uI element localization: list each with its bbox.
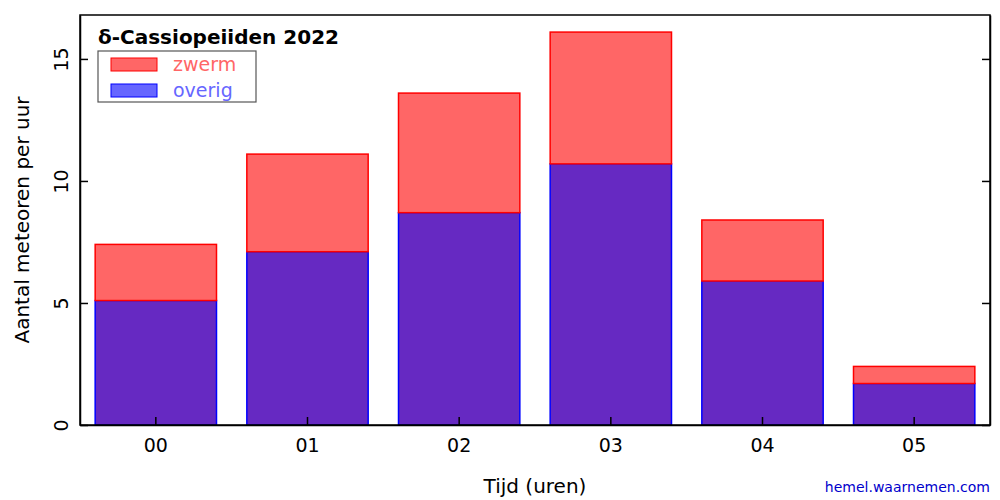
tick-label: 05 — [902, 434, 926, 456]
series-bars — [95, 164, 975, 425]
plot: 000102030405051015 — [50, 15, 991, 456]
tick: 02 — [447, 417, 471, 456]
tick-label: 04 — [750, 434, 774, 456]
axis-line — [80, 16, 82, 426]
legend-label: overig — [173, 79, 233, 101]
tick — [982, 303, 990, 304]
tick-label: 10 — [50, 169, 72, 193]
legend-swatch — [111, 58, 157, 71]
bar-segment — [247, 154, 368, 252]
tick-mark — [458, 417, 460, 425]
axis-line — [990, 16, 992, 426]
tick-mark — [762, 417, 764, 425]
tick: 01 — [295, 417, 319, 456]
y-axis: 0 5 10 15 — [50, 16, 88, 432]
bar-segment — [702, 281, 823, 425]
tick-label: 15 — [50, 47, 72, 71]
x-axis-label: Tijd (uren) — [483, 474, 587, 498]
title: δ-Cassiopeiiden 2022 — [98, 25, 339, 49]
tick-label: 5 — [50, 297, 72, 309]
tick-mark — [80, 303, 88, 305]
tick: 0 — [50, 419, 88, 431]
plot-frame — [80, 15, 990, 425]
tick: 05 — [902, 417, 926, 456]
x-axis: 00 01 02 03 04 05 — [81, 417, 991, 456]
legend-swatch — [111, 84, 157, 97]
tick-label: 01 — [295, 434, 319, 456]
tick-mark — [982, 303, 990, 305]
tick-mark — [982, 59, 990, 61]
chart: 000102030405051015Tijd (uren)Aantal mete… — [0, 0, 1000, 500]
tick-label: 00 — [144, 434, 168, 456]
tick-mark — [982, 425, 990, 427]
tick-mark — [80, 425, 88, 427]
tick-label: 03 — [599, 434, 623, 456]
annotation: hemel.waarnemen.com — [825, 479, 990, 495]
tick: 10 — [50, 169, 88, 193]
tick: 15 — [50, 47, 88, 71]
tick — [982, 425, 990, 426]
bar-segment — [702, 220, 823, 281]
bar-segment — [247, 252, 368, 425]
y-axis-right — [982, 16, 991, 426]
tick: 00 — [144, 417, 168, 456]
tick-mark — [610, 417, 612, 425]
bar-segment — [95, 301, 216, 425]
bar-segment — [550, 164, 671, 425]
tick-mark — [913, 417, 915, 425]
series-bars — [95, 32, 975, 383]
tick — [982, 59, 990, 60]
bars — [95, 32, 975, 425]
tick: 04 — [750, 417, 774, 456]
tick-mark — [80, 59, 88, 61]
bar-segment — [854, 384, 975, 425]
legend-box — [98, 51, 256, 102]
bar-segment — [550, 32, 671, 164]
axis-line — [81, 425, 991, 427]
tick-label: 02 — [447, 434, 471, 456]
legend: zwerm overig — [98, 51, 256, 102]
tick: 03 — [599, 417, 623, 456]
tick-mark — [155, 417, 157, 425]
y-axis-label: Aantal meteoren per uur — [10, 96, 34, 344]
tick — [982, 181, 990, 182]
bar-segment — [399, 213, 520, 425]
tick: 5 — [50, 297, 88, 309]
tick-mark — [307, 417, 309, 425]
tick-mark — [982, 181, 990, 183]
legend-label: zwerm — [173, 53, 236, 75]
bar-segment — [95, 244, 216, 300]
tick-mark — [80, 181, 88, 183]
tick-label: 0 — [50, 419, 72, 431]
bar-segment — [399, 93, 520, 213]
bar-segment — [854, 366, 975, 383]
